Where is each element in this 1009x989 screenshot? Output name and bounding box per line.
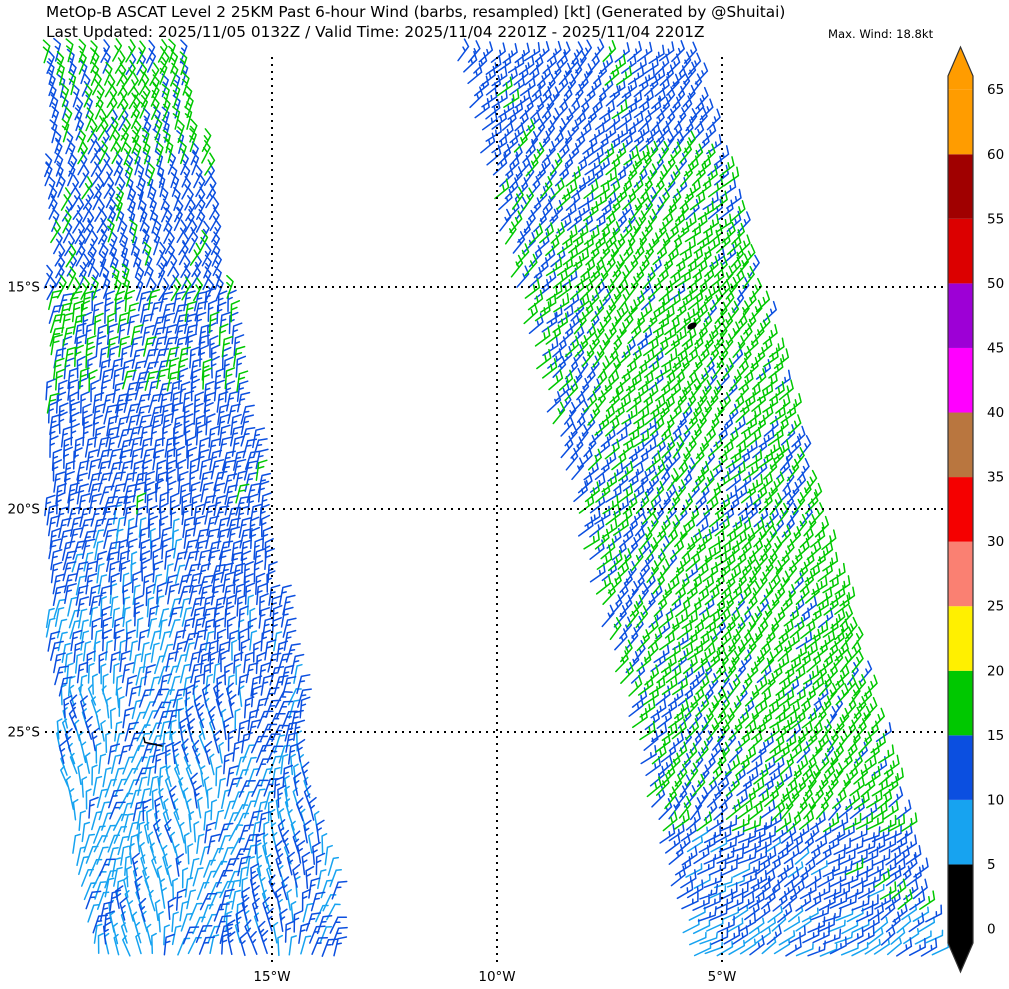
colorbar-tick-label: 50 xyxy=(987,276,1004,292)
island-marker xyxy=(687,322,697,330)
colorbar-segment xyxy=(948,799,973,865)
colorbar-tick-label: 20 xyxy=(987,663,1004,679)
colorbar-arrow-down xyxy=(948,929,973,972)
colorbar-tick-label: 15 xyxy=(987,728,1004,744)
colorbar-segment xyxy=(948,606,973,671)
colorbar-tick-label: 30 xyxy=(987,534,1004,550)
colorbar-segment xyxy=(948,218,973,284)
colorbar-segment xyxy=(948,864,973,929)
colorbar-tick-label: 45 xyxy=(987,340,1004,356)
colorbar-tick-label: 55 xyxy=(987,211,1004,227)
colorbar-tick-label: 25 xyxy=(987,599,1004,615)
colorbar-segment xyxy=(948,89,973,155)
colorbar-outline xyxy=(947,45,974,974)
colorbar-arrow-up xyxy=(948,47,973,90)
y-tick-label: 25°S xyxy=(8,725,41,741)
colorbar-segment xyxy=(948,347,973,413)
colorbar-tick-label: 65 xyxy=(987,82,1004,98)
colorbar-tick-label: 35 xyxy=(987,470,1004,486)
colorbar-segment xyxy=(948,477,973,542)
colorbar-segment xyxy=(948,670,973,736)
figure-title: MetOp-B ASCAT Level 2 25KM Past 6-hour W… xyxy=(46,3,786,21)
wind-barbs-black xyxy=(143,736,163,747)
wind-barbs-lt xyxy=(45,504,949,957)
colorbar-tick-label: 10 xyxy=(987,792,1004,808)
colorbar-segment xyxy=(948,735,973,800)
colorbar-segment xyxy=(948,283,973,348)
y-tick-label: 20°S xyxy=(8,502,41,518)
colorbar-tick-label: 0 xyxy=(987,922,996,938)
x-tick-label: 5°W xyxy=(708,969,737,985)
x-tick-label: 10°W xyxy=(478,969,515,985)
max-wind-annotation: Max. Wind: 18.8kt xyxy=(828,27,934,41)
colorbar-tick-label: 60 xyxy=(987,147,1004,163)
colorbar-tick-label: 5 xyxy=(987,857,996,873)
wind-barbs-green xyxy=(42,38,936,910)
colorbar-segment xyxy=(948,154,973,219)
colorbar-tick-label: 40 xyxy=(987,405,1004,421)
x-tick-label: 15°W xyxy=(253,969,290,985)
y-tick-label: 15°S xyxy=(8,280,41,296)
colorbar-segment xyxy=(948,412,973,478)
colorbar-segment xyxy=(948,541,973,607)
figure-subtitle: Last Updated: 2025/11/05 0132Z / Valid T… xyxy=(46,23,705,41)
